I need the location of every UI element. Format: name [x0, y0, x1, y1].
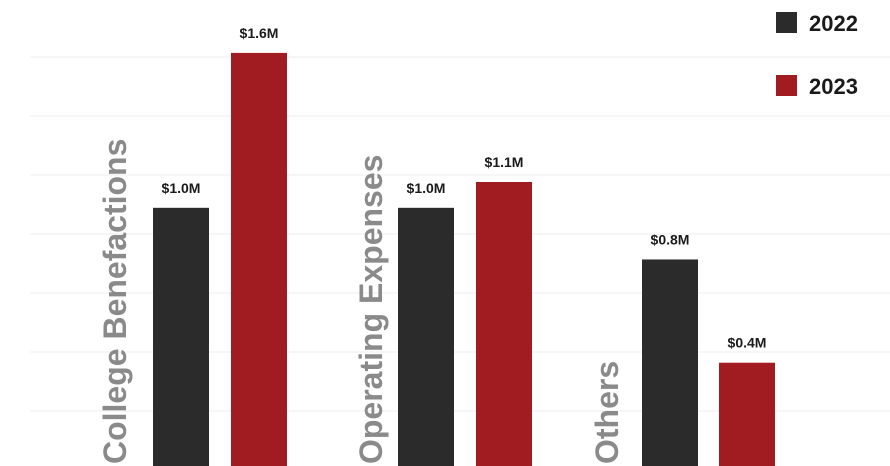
bar-2023-2: [719, 362, 775, 466]
legend-swatch-2022: [776, 12, 797, 33]
bars: [153, 52, 775, 466]
legend-label-2023: 2023: [809, 74, 858, 99]
category-label-0: College Benefactions: [97, 139, 133, 464]
bar-2023-1: [476, 182, 532, 466]
value-labels: $1.0M $1.6M $1.0M $1.1M $0.8M $0.4M: [162, 25, 767, 351]
legend-swatch-2023: [776, 75, 797, 96]
value-label-2022-0: $1.0M: [162, 180, 201, 196]
category-label-1: Operating Expenses: [353, 155, 389, 464]
value-label-2023-0: $1.6M: [240, 25, 279, 41]
legend: 2022 2023: [776, 11, 858, 99]
category-label-2: Others: [589, 361, 625, 464]
bar-2023-0: [231, 52, 287, 466]
bar-2022-2: [642, 259, 698, 466]
bar-2022-1: [398, 207, 454, 466]
bar-2022-0: [153, 207, 209, 466]
value-label-2022-1: $1.0M: [407, 180, 446, 196]
value-label-2022-2: $0.8M: [651, 231, 690, 247]
value-label-2023-2: $0.4M: [728, 335, 767, 351]
category-labels: College Benefactions Operating Expenses Ot…: [97, 139, 625, 464]
legend-label-2022: 2022: [809, 11, 858, 36]
value-label-2023-1: $1.1M: [485, 154, 524, 170]
